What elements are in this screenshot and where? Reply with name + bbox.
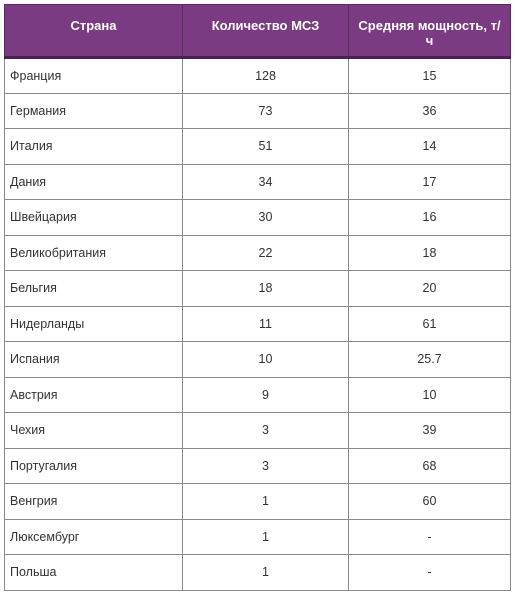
- cell-plant-count: 128: [182, 57, 349, 94]
- cell-country: Испания: [4, 341, 183, 378]
- cell-country: Португалия: [4, 447, 183, 484]
- table-row: Дания 34 17: [4, 163, 511, 200]
- header-plant-count: Количество МСЗ: [182, 4, 349, 59]
- cell-average-capacity: 10: [348, 376, 511, 413]
- cell-average-capacity: 15: [348, 57, 511, 94]
- cell-plant-count: 73: [182, 92, 349, 129]
- cell-average-capacity: -: [348, 518, 511, 555]
- table-row: Италия 51 14: [4, 128, 511, 165]
- cell-average-capacity: 61: [348, 305, 511, 342]
- cell-plant-count: 18: [182, 270, 349, 307]
- table-row: Португалия 3 68: [4, 447, 511, 484]
- cell-country: Чехия: [4, 412, 183, 449]
- cell-average-capacity: 60: [348, 483, 511, 520]
- cell-average-capacity: 20: [348, 270, 511, 307]
- cell-country: Германия: [4, 92, 183, 129]
- table-row: Венгрия 1 60: [4, 483, 511, 520]
- table-row: Германия 73 36: [4, 92, 511, 129]
- data-table: Страна Количество МСЗ Средняя мощность, …: [4, 4, 511, 591]
- cell-plant-count: 30: [182, 199, 349, 236]
- cell-plant-count: 22: [182, 234, 349, 271]
- cell-country: Бельгия: [4, 270, 183, 307]
- cell-average-capacity: 36: [348, 92, 511, 129]
- cell-average-capacity: 68: [348, 447, 511, 484]
- cell-plant-count: 3: [182, 447, 349, 484]
- cell-plant-count: 1: [182, 518, 349, 555]
- cell-plant-count: 51: [182, 128, 349, 165]
- cell-country: Франция: [4, 57, 183, 94]
- cell-average-capacity: 16: [348, 199, 511, 236]
- cell-plant-count: 1: [182, 483, 349, 520]
- cell-average-capacity: -: [348, 554, 511, 591]
- cell-country: Венгрия: [4, 483, 183, 520]
- cell-country: Великобритания: [4, 234, 183, 271]
- table-row: Нидерланды 11 61: [4, 305, 511, 342]
- table-row: Австрия 9 10: [4, 376, 511, 413]
- cell-average-capacity: 17: [348, 163, 511, 200]
- cell-country: Польша: [4, 554, 183, 591]
- cell-average-capacity: 39: [348, 412, 511, 449]
- table-row: Швейцария 30 16: [4, 199, 511, 236]
- cell-average-capacity: 18: [348, 234, 511, 271]
- cell-average-capacity: 14: [348, 128, 511, 165]
- table-row: Испания 10 25.7: [4, 341, 511, 378]
- table-row: Чехия 3 39: [4, 412, 511, 449]
- header-country: Страна: [4, 4, 183, 59]
- table-row: Люксембург 1-: [4, 518, 511, 555]
- table-row: Бельгия 18 20: [4, 270, 511, 307]
- table-row: Польша 1-: [4, 554, 511, 591]
- table-header: Страна Количество МСЗ Средняя мощность, …: [4, 4, 511, 59]
- cell-plant-count: 10: [182, 341, 349, 378]
- cell-country: Дания: [4, 163, 183, 200]
- cell-plant-count: 11: [182, 305, 349, 342]
- cell-country: Люксембург: [4, 518, 183, 555]
- cell-country: Австрия: [4, 376, 183, 413]
- cell-country: Италия: [4, 128, 183, 165]
- header-average-capacity: Средняя мощность, т/ч: [348, 4, 511, 59]
- cell-country: Швейцария: [4, 199, 183, 236]
- cell-average-capacity: 25.7: [348, 341, 511, 378]
- cell-country: Нидерланды: [4, 305, 183, 342]
- table-body: Франция 128 15 Германия 73 36 Италия 51 14 Дания 3…: [4, 57, 511, 591]
- cell-plant-count: 34: [182, 163, 349, 200]
- cell-plant-count: 3: [182, 412, 349, 449]
- header-row: Страна Количество МСЗ Средняя мощность, …: [4, 4, 511, 59]
- cell-plant-count: 1: [182, 554, 349, 591]
- table-row: Франция 128 15: [4, 57, 511, 94]
- table-row: Великобритания 22 18: [4, 234, 511, 271]
- cell-plant-count: 9: [182, 376, 349, 413]
